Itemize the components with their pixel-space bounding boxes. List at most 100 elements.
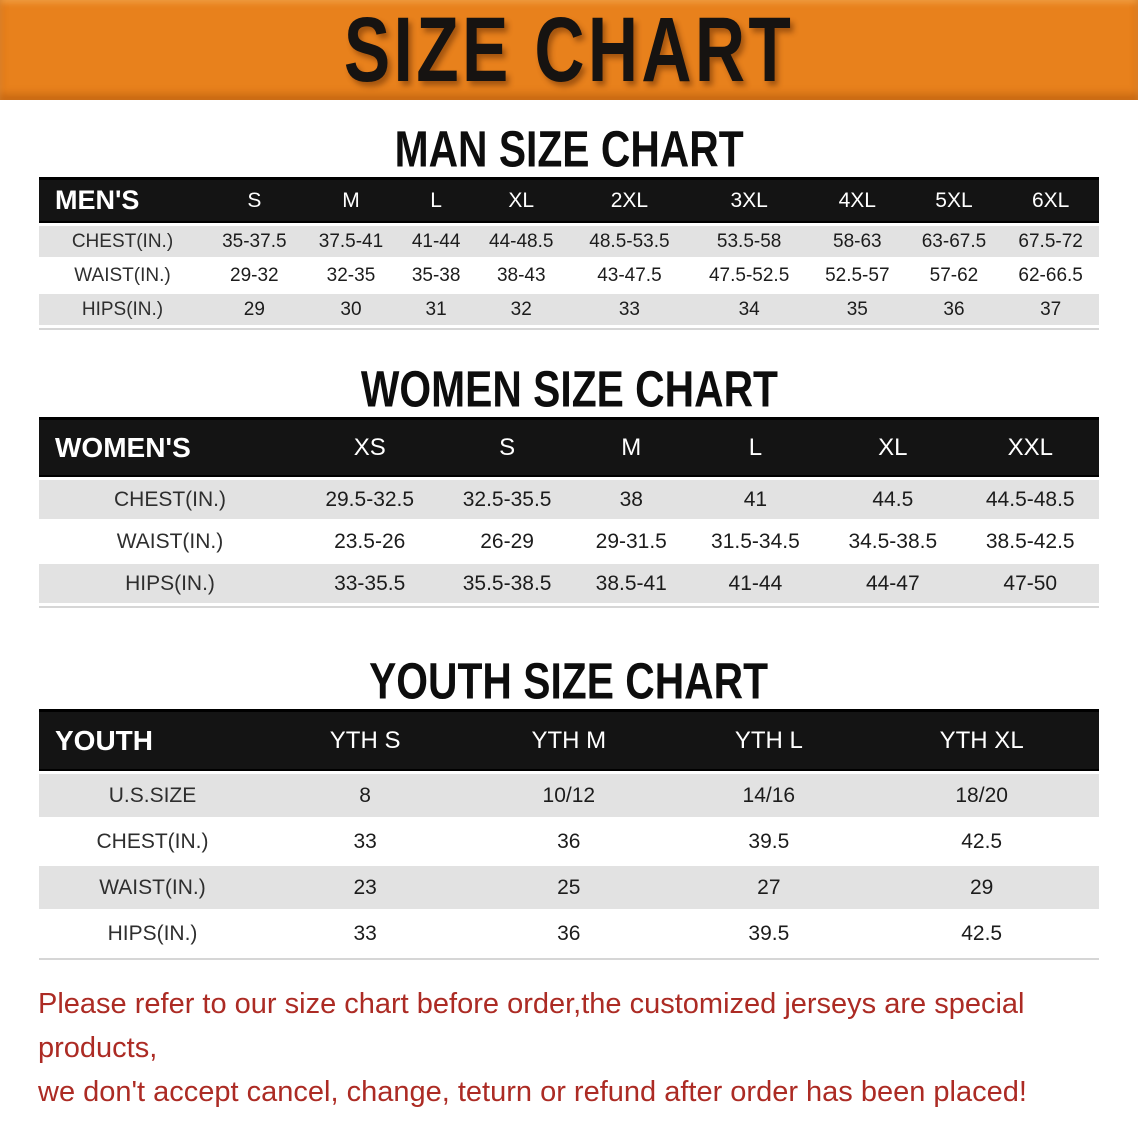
size-value-cell: 34 xyxy=(689,294,809,325)
size-value-cell: 35 xyxy=(808,294,906,325)
size-value-cell: 14/16 xyxy=(673,774,865,817)
size-value-cell: 35.5-38.5 xyxy=(438,564,576,603)
measurement-row: HIPS(IN.) 33 36 39.5 42.5 xyxy=(39,912,1099,955)
size-value-cell: 41-44 xyxy=(399,226,473,257)
size-value-cell: 23.5-26 xyxy=(301,522,439,561)
size-value-cell: 30 xyxy=(302,294,400,325)
measurement-row: HIPS(IN.) 29 30 31 32 33 34 35 36 37 xyxy=(39,294,1099,325)
size-column-header: S xyxy=(438,417,576,477)
measurement-row: WAIST(IN.) 23 25 27 29 xyxy=(39,866,1099,909)
measurement-label: CHEST(IN.) xyxy=(39,226,206,257)
size-value-cell: 41-44 xyxy=(686,564,825,603)
size-column-header: L xyxy=(399,177,473,223)
measurement-label: HIPS(IN.) xyxy=(39,294,206,325)
table-group-label: YOUTH xyxy=(39,709,266,771)
size-value-cell: 29 xyxy=(864,866,1099,909)
size-value-cell: 23 xyxy=(266,866,465,909)
size-column-header: XXL xyxy=(961,417,1099,477)
men-section-heading-text: MAN SIZE CHART xyxy=(394,121,744,179)
size-value-cell: 35-38 xyxy=(399,260,473,291)
size-column-header: 4XL xyxy=(808,177,906,223)
size-column-header: S xyxy=(206,177,303,223)
men-section-heading: MAN SIZE CHART xyxy=(0,122,1138,178)
youth-size-section: YOUTH SIZE CHART YOUTH YTH S YTH M YTH L YTH… xyxy=(0,654,1138,960)
size-column-header: L xyxy=(686,417,825,477)
size-column-header: 2XL xyxy=(569,177,690,223)
size-value-cell: 39.5 xyxy=(673,912,865,955)
size-value-cell: 63-67.5 xyxy=(905,226,1003,257)
size-value-cell: 41 xyxy=(686,480,825,519)
size-value-cell: 33-35.5 xyxy=(301,564,439,603)
size-value-cell: 53.5-58 xyxy=(689,226,809,257)
size-value-cell: 18/20 xyxy=(864,774,1099,817)
size-value-cell: 58-63 xyxy=(808,226,906,257)
size-column-header: XL xyxy=(824,417,962,477)
measurement-label: HIPS(IN.) xyxy=(39,564,301,603)
size-value-cell: 47-50 xyxy=(961,564,1099,603)
men-size-table: MEN'S S M L XL 2XL 3XL 4XL 5XL 6XL CHEST(IN.) 35-37… xyxy=(39,174,1099,330)
youth-section-heading-text: YOUTH SIZE CHART xyxy=(369,653,769,711)
disclaimer-line-2: we don't accept cancel, change, teturn o… xyxy=(38,1076,1027,1108)
women-size-section: WOMEN SIZE CHART WOMEN'S XS S M L XL XXL CHEST(… xyxy=(0,362,1138,608)
measurement-label: U.S.SIZE xyxy=(39,774,266,817)
size-value-cell: 36 xyxy=(464,912,674,955)
size-column-header: YTH M xyxy=(464,709,674,771)
size-value-cell: 37 xyxy=(1002,294,1099,325)
size-table-header-row: YOUTH YTH S YTH M YTH L YTH XL xyxy=(39,709,1099,771)
measurement-label: CHEST(IN.) xyxy=(39,820,266,863)
measurement-row: CHEST(IN.) 33 36 39.5 42.5 xyxy=(39,820,1099,863)
measurement-row: CHEST(IN.) 35-37.5 37.5-41 41-44 44-48.5 48.5… xyxy=(39,226,1099,257)
size-value-cell: 48.5-53.5 xyxy=(569,226,690,257)
size-value-cell: 67.5-72 xyxy=(1002,226,1099,257)
size-value-cell: 36 xyxy=(905,294,1003,325)
size-value-cell: 38.5-42.5 xyxy=(961,522,1099,561)
measurement-label: HIPS(IN.) xyxy=(39,912,266,955)
size-value-cell: 32-35 xyxy=(302,260,400,291)
women-size-table: WOMEN'S XS S M L XL XXL CHEST(IN.) 29.5-32.5 32.5… xyxy=(39,414,1099,608)
size-column-header: YTH L xyxy=(673,709,865,771)
youth-size-table: YOUTH YTH S YTH M YTH L YTH XL U.S.SIZE 8 10/12… xyxy=(39,706,1099,960)
size-value-cell: 29.5-32.5 xyxy=(301,480,439,519)
size-value-cell: 33 xyxy=(266,820,465,863)
size-value-cell: 36 xyxy=(464,820,674,863)
size-value-cell: 38 xyxy=(575,480,687,519)
size-column-header: 5XL xyxy=(905,177,1003,223)
measurement-row: CHEST(IN.) 29.5-32.5 32.5-35.5 38 41 44.5 44.5… xyxy=(39,480,1099,519)
size-column-header: 6XL xyxy=(1002,177,1099,223)
size-value-cell: 26-29 xyxy=(438,522,576,561)
table-group-label: MEN'S xyxy=(39,177,206,223)
banner-title: SIZE CHART xyxy=(343,0,795,102)
measurement-label: WAIST(IN.) xyxy=(39,866,266,909)
size-value-cell: 43-47.5 xyxy=(569,260,690,291)
measurement-row: WAIST(IN.) 29-32 32-35 35-38 38-43 43-47.5 47.… xyxy=(39,260,1099,291)
banner: SIZE CHART xyxy=(0,0,1138,102)
size-value-cell: 44-47 xyxy=(824,564,962,603)
measurement-row: WAIST(IN.) 23.5-26 26-29 29-31.5 31.5-34.5 34… xyxy=(39,522,1099,561)
size-column-header: XS xyxy=(301,417,439,477)
size-table-header-row: MEN'S S M L XL 2XL 3XL 4XL 5XL 6XL xyxy=(39,177,1099,223)
size-value-cell: 29 xyxy=(206,294,303,325)
size-column-header: YTH S xyxy=(266,709,465,771)
size-column-header: XL xyxy=(472,177,570,223)
size-value-cell: 44.5 xyxy=(824,480,962,519)
table-group-label: WOMEN'S xyxy=(39,417,301,477)
size-value-cell: 35-37.5 xyxy=(206,226,303,257)
youth-section-heading: YOUTH SIZE CHART xyxy=(0,654,1138,710)
measurement-label: WAIST(IN.) xyxy=(39,260,206,291)
size-column-header: 3XL xyxy=(689,177,809,223)
size-value-cell: 52.5-57 xyxy=(808,260,906,291)
size-value-cell: 42.5 xyxy=(864,820,1099,863)
size-value-cell: 42.5 xyxy=(864,912,1099,955)
women-section-heading-text: WOMEN SIZE CHART xyxy=(360,361,778,419)
size-value-cell: 8 xyxy=(266,774,465,817)
size-value-cell: 25 xyxy=(464,866,674,909)
size-value-cell: 10/12 xyxy=(464,774,674,817)
disclaimer-note: Please refer to our size chart before or… xyxy=(0,982,1138,1114)
measurement-row: HIPS(IN.) 33-35.5 35.5-38.5 38.5-41 41-44 44-… xyxy=(39,564,1099,603)
measurement-label: WAIST(IN.) xyxy=(39,522,301,561)
size-value-cell: 39.5 xyxy=(673,820,865,863)
measurement-label: CHEST(IN.) xyxy=(39,480,301,519)
size-value-cell: 57-62 xyxy=(905,260,1003,291)
size-value-cell: 34.5-38.5 xyxy=(824,522,962,561)
size-value-cell: 31.5-34.5 xyxy=(686,522,825,561)
